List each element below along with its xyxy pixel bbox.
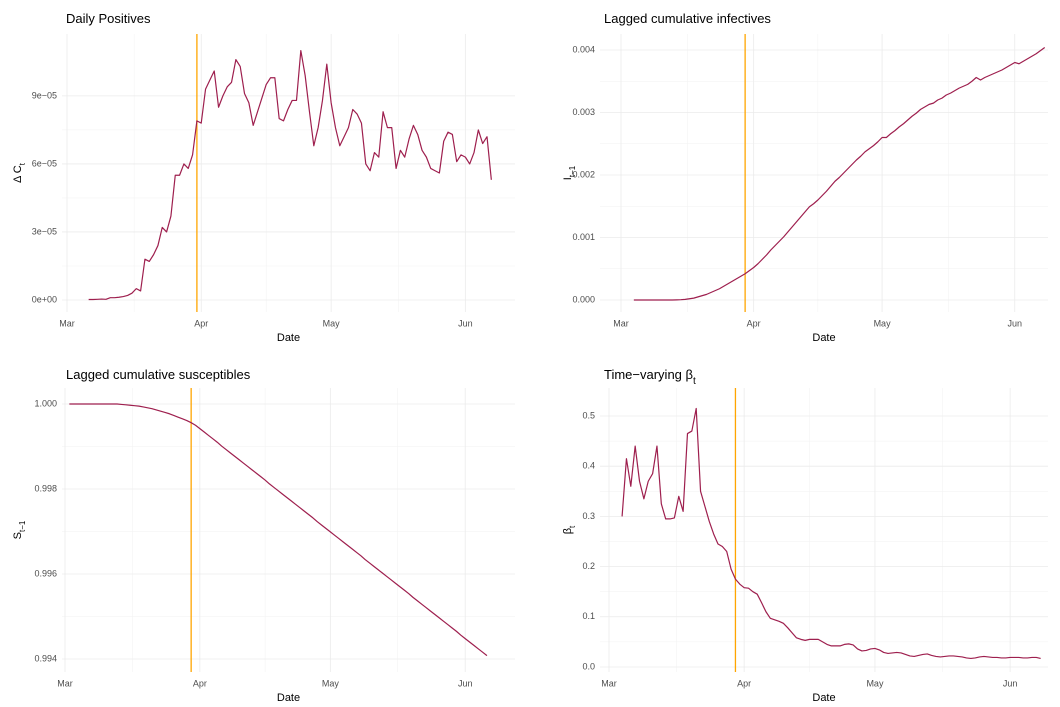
y-tick-label: 3e−05	[32, 226, 57, 236]
y-tick-label: 0.004	[572, 44, 595, 54]
chart-title-main: Time−varying β	[604, 367, 693, 382]
x-axis-title: Date	[812, 332, 835, 344]
x-tick-label: Apr	[737, 678, 751, 688]
y-axis-title-main: β	[562, 528, 574, 534]
y-axis-title: Δ Ct	[12, 162, 27, 183]
x-tick-label: Mar	[601, 678, 617, 688]
y-tick-label: 0.0	[582, 661, 595, 671]
y-axis-title-sub: t−1	[18, 520, 27, 532]
y-axis-title-sub: t	[18, 162, 27, 165]
data-line	[621, 407, 1041, 660]
x-tick-label: Apr	[747, 318, 761, 328]
y-tick-label: 0.001	[572, 232, 595, 242]
y-tick-label: 0.996	[34, 568, 57, 578]
x-tick-label: May	[323, 318, 341, 328]
y-axis-title: It−1	[562, 165, 577, 180]
x-tick-label: Mar	[57, 678, 73, 688]
chart-title: Daily Positives	[66, 11, 151, 26]
y-axis-title: βt	[562, 525, 577, 534]
y-tick-label: 1.000	[34, 398, 57, 408]
y-axis-title-sub: t	[568, 525, 577, 528]
y-axis-title: St−1	[12, 520, 27, 539]
y-tick-label: 6e−05	[32, 158, 57, 168]
y-axis-title-main: Δ C	[12, 165, 24, 183]
y-tick-label: 0.3	[582, 511, 595, 521]
y-tick-label: 0.998	[34, 483, 57, 493]
x-tick-label: May	[874, 318, 892, 328]
y-tick-label: 0e+00	[32, 294, 57, 304]
chart-title: Time−varying βt	[604, 367, 696, 387]
y-tick-label: 9e−05	[32, 90, 57, 100]
x-tick-label: Jun	[458, 318, 473, 328]
chart-title: Lagged cumulative susceptibles	[66, 367, 251, 382]
x-tick-label: Apr	[193, 678, 207, 688]
y-tick-label: 0.003	[572, 107, 595, 117]
y-axis-title-sub: t−1	[568, 165, 577, 177]
x-axis-title: Date	[277, 332, 300, 344]
y-tick-label: 0.994	[34, 653, 57, 663]
y-tick-label: 0.1	[582, 611, 595, 621]
data-line	[633, 47, 1046, 301]
y-tick-label: 0.002	[572, 169, 595, 179]
x-tick-label: May	[866, 678, 884, 688]
y-tick-label: 0.2	[582, 561, 595, 571]
x-tick-label: Jun	[458, 678, 473, 688]
x-tick-label: Jun	[1008, 318, 1023, 328]
x-axis-title: Date	[812, 692, 835, 704]
x-axis-title: Date	[277, 692, 300, 704]
chart-title-main: Lagged cumulative infectives	[604, 11, 771, 26]
chart-title-main: Daily Positives	[66, 11, 151, 26]
x-tick-label: Mar	[613, 318, 629, 328]
y-tick-label: 0.5	[582, 410, 595, 420]
y-axis-title-main: I	[562, 177, 574, 180]
chart-title: Lagged cumulative infectives	[604, 11, 771, 26]
chart-title-main: Lagged cumulative susceptibles	[66, 367, 251, 382]
y-tick-label: 0.4	[582, 461, 595, 471]
chart-title-sub: t	[693, 376, 696, 387]
x-tick-label: Mar	[59, 318, 75, 328]
y-tick-label: 0.000	[572, 294, 595, 304]
x-tick-label: Jun	[1003, 678, 1018, 688]
x-tick-label: May	[322, 678, 340, 688]
x-tick-label: Apr	[194, 318, 208, 328]
data-line	[69, 403, 488, 657]
y-axis-title-main: S	[12, 532, 24, 539]
data-line	[88, 49, 492, 301]
